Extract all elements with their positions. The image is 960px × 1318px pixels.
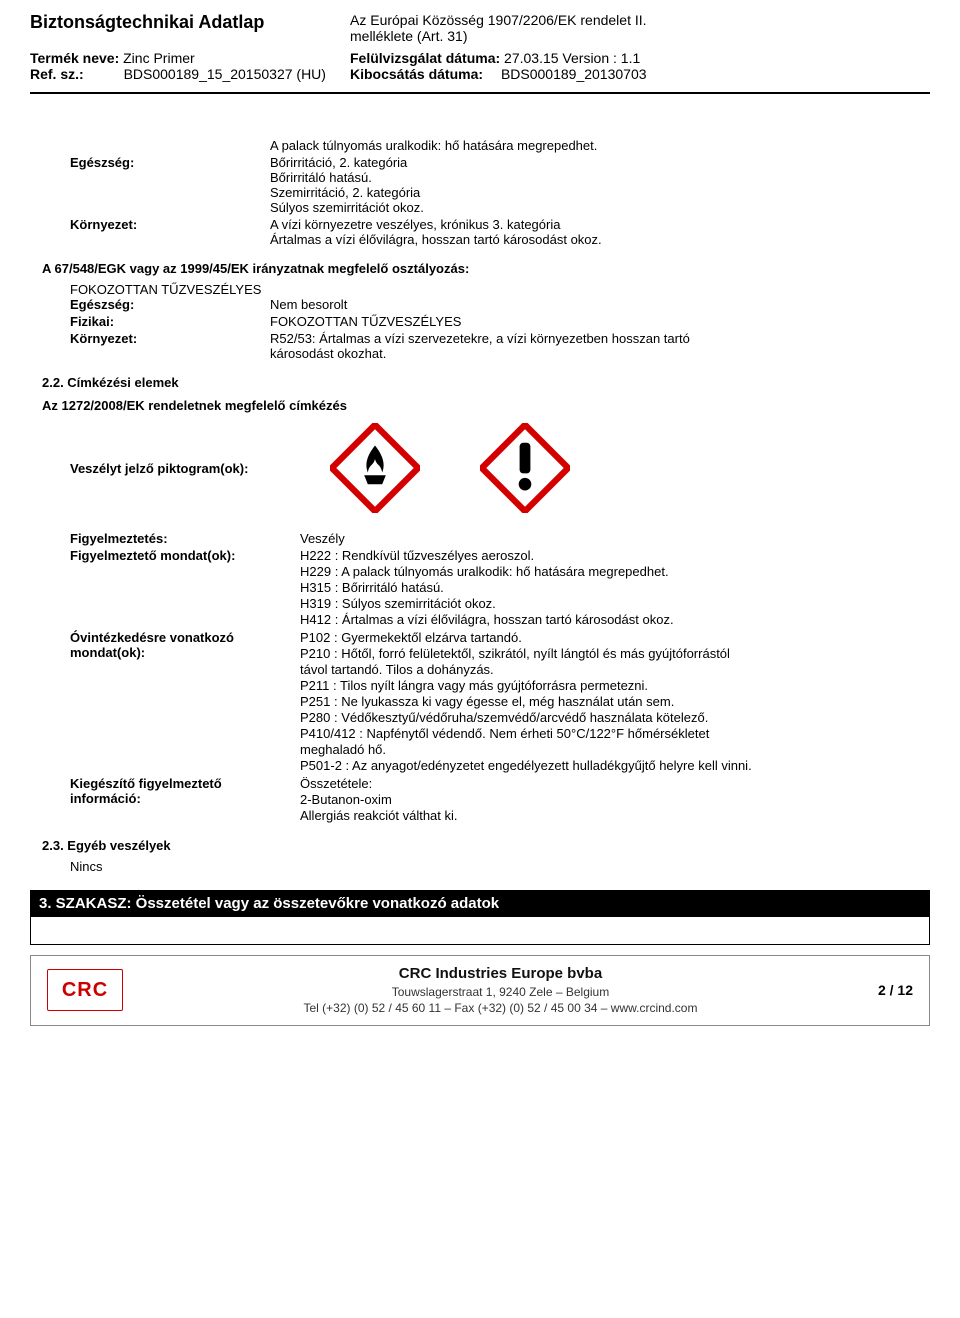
environment-line2: Ártalmas a vízi élővilágra, hosszan tart… <box>270 232 918 247</box>
h229: H229 : A palack túlnyomás uralkodik: hő … <box>300 564 918 579</box>
old-classification-heading: A 67/548/EGK vagy az 1999/45/EK irányzat… <box>42 261 918 276</box>
pre-classification-line: A palack túlnyomás uralkodik: hő hatásár… <box>270 138 918 153</box>
old-health-value: Nem besorolt <box>270 297 918 312</box>
pictogram-row: Veszélyt jelző piktogram(ok): <box>70 423 918 513</box>
header: Biztonságtechnikai Adatlap Az Európai Kö… <box>30 12 930 44</box>
release-date-label: Kibocsátás dátuma: <box>350 66 483 82</box>
p251: P251 : Ne lyukassza ki vagy égesse el, m… <box>300 694 918 709</box>
section-3-header: 3. SZAKASZ: Összetétel vagy az összetevő… <box>30 890 930 917</box>
footer-contact: Tel (+32) (0) 52 / 45 60 11 – Fax (+32) … <box>123 1000 878 1016</box>
section-23-title: 2.3. Egyéb veszélyek <box>42 838 918 853</box>
health-line1: Bőrirritáció, 2. kategória <box>270 155 918 170</box>
section-22-subtitle: Az 1272/2008/EK rendeletnek megfelelő cí… <box>42 398 918 413</box>
old-environment-label: Környezet: <box>70 331 270 361</box>
precaution-label-line1: Óvintézkedésre vonatkozó <box>70 630 300 645</box>
p410a: P410/412 : Napfénytől védendő. Nem érhet… <box>300 726 918 741</box>
signal-word-label: Figyelmeztetés: <box>70 531 300 546</box>
p280: P280 : Védőkesztyű/védőruha/szemvédő/arc… <box>300 710 918 725</box>
footer-address: Touwslagerstraat 1, 9240 Zele – Belgium <box>123 984 878 1000</box>
p211: P211 : Tilos nyílt lángra vagy más gyújt… <box>300 678 918 693</box>
section-22-title: 2.2. Címkézési elemek <box>42 375 918 390</box>
spacer <box>70 138 270 153</box>
p102: P102 : Gyermekektől elzárva tartandó. <box>300 630 918 645</box>
h412: H412 : Ártalmas a vízi élővilágra, hossz… <box>300 612 918 627</box>
p210a: P210 : Hőtől, forró felületektől, szikrá… <box>300 646 918 661</box>
supplemental-value2: 2-Butanon-oxim <box>300 792 918 807</box>
h319: H319 : Súlyos szemirritációt okoz. <box>300 596 918 611</box>
h222: H222 : Rendkívül tűzveszélyes aeroszol. <box>300 548 918 563</box>
p501: P501-2 : Az anyagot/edényzetet engedélye… <box>300 758 918 773</box>
environment-label: Környezet: <box>70 217 270 247</box>
document-title: Biztonságtechnikai Adatlap <box>30 12 350 44</box>
health-line4: Súlyos szemirritációt okoz. <box>270 200 918 215</box>
review-date-label: Felülvizsgálat dátuma: <box>350 50 500 66</box>
pictogram-label: Veszélyt jelző piktogram(ok): <box>70 461 270 476</box>
footer-company: CRC Industries Europe bvba <box>123 964 878 984</box>
product-name-label: Termék neve: <box>30 50 119 66</box>
regulation-line2: melléklete (Art. 31) <box>350 28 647 44</box>
old-health-label: Egészség: <box>70 297 270 312</box>
supplemental-value1: Összetétele: <box>300 776 918 791</box>
h315: H315 : Bőrirritáló hatású. <box>300 580 918 595</box>
product-info: Termék neve: Zinc Primer Ref. sz.: BDS00… <box>30 50 930 82</box>
supplemental-label-line2: információ: <box>70 791 300 806</box>
footer: CRC CRC Industries Europe bvba Touwslage… <box>30 955 930 1026</box>
regulation-text: Az Európai Közösség 1907/2206/EK rendele… <box>350 12 647 44</box>
crc-logo: CRC <box>47 969 123 1011</box>
old-physical-value: FOKOZOTTAN TŰZVESZÉLYES <box>270 314 918 329</box>
section-3-body <box>30 917 930 945</box>
exclamation-icon <box>480 423 570 513</box>
section-23-value: Nincs <box>42 859 918 874</box>
release-date-value: BDS000189_20130703 <box>501 66 647 82</box>
p410b: meghaladó hő. <box>300 742 918 757</box>
p210b: távol tartandó. Tilos a dohányzás. <box>300 662 918 677</box>
environment-line1: A vízi környezetre veszélyes, krónikus 3… <box>270 217 918 232</box>
regulation-line1: Az Európai Közösség 1907/2206/EK rendele… <box>350 12 647 28</box>
old-physical-label: Fizikai: <box>70 314 270 329</box>
review-date-value: 27.03.15 Version : 1.1 <box>504 50 640 66</box>
flammable-text: FOKOZOTTAN TŰZVESZÉLYES <box>70 282 918 297</box>
health-line2: Bőrirritáló hatású. <box>270 170 918 185</box>
signal-word-value: Veszély <box>300 531 918 546</box>
page-number: 2 / 12 <box>878 982 913 998</box>
flame-icon <box>330 423 420 513</box>
hazard-statement-label: Figyelmeztető mondat(ok): <box>70 548 300 628</box>
ref-label: Ref. sz.: <box>30 66 84 82</box>
old-environment-value2: károsodást okozhat. <box>270 346 918 361</box>
health-line3: Szemirritáció, 2. kategória <box>270 185 918 200</box>
health-label: Egészség: <box>70 155 270 215</box>
old-environment-value1: R52/53: Ártalmas a vízi szervezetekre, a… <box>270 331 918 346</box>
supplemental-value3: Allergiás reakciót válthat ki. <box>300 808 918 823</box>
ref-value: BDS000189_15_20150327 (HU) <box>124 66 326 82</box>
supplemental-label-line1: Kiegészítő figyelmeztető <box>70 776 300 791</box>
product-name-value: Zinc Primer <box>123 50 195 66</box>
precaution-label-line2: mondat(ok): <box>70 645 300 660</box>
